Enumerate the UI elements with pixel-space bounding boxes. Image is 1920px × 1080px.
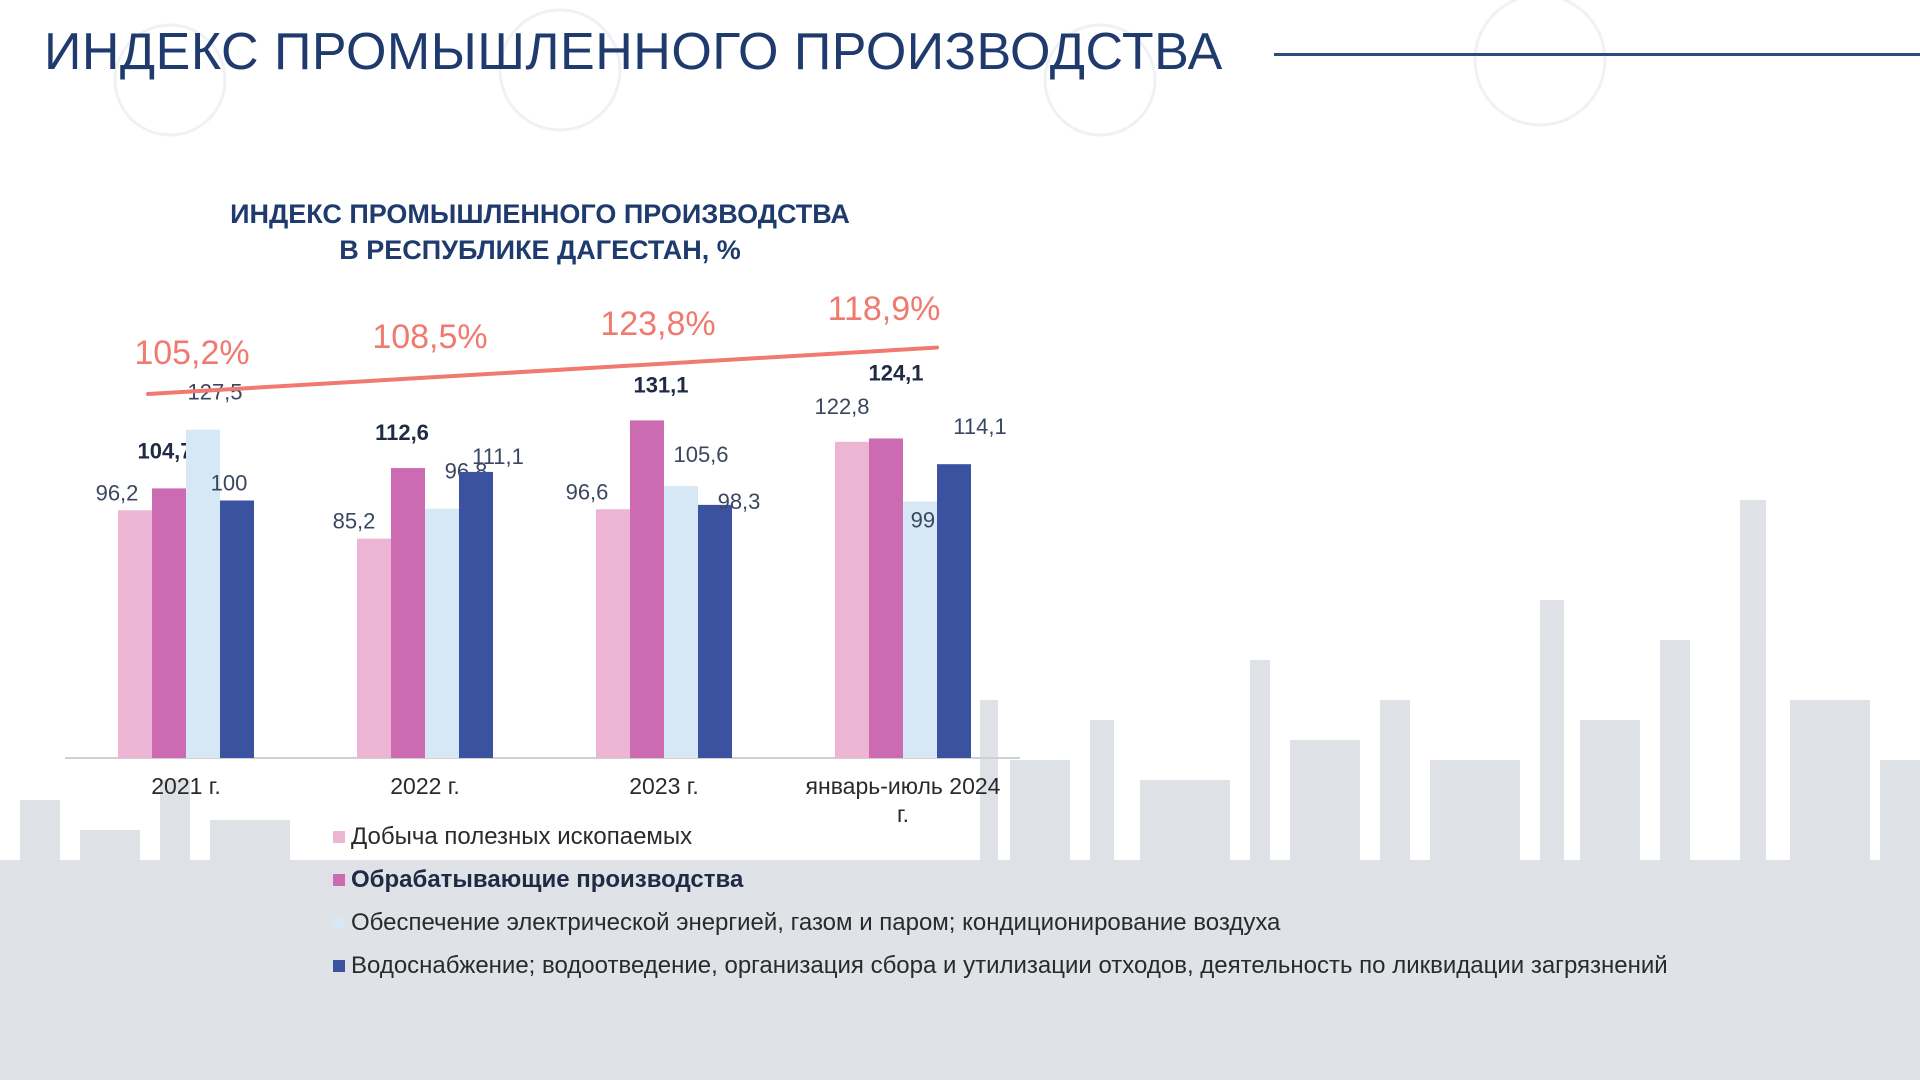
legend-label: Обрабатывающие производства — [351, 865, 744, 893]
overall-index-label: 123,8% — [600, 305, 715, 343]
legend-swatch — [333, 873, 345, 886]
bar — [459, 471, 493, 758]
data-label: 131,1 — [633, 372, 688, 397]
legend-swatch — [333, 830, 345, 843]
category-tick-label: январь-июль 2024 — [806, 773, 1001, 799]
legend-swatch — [333, 916, 345, 929]
bar — [664, 486, 698, 758]
category-tick-label: г. — [897, 801, 909, 827]
bar — [357, 538, 391, 758]
legend-label: Водоснабжение; водоотведение, организаци… — [351, 951, 1668, 979]
data-label: 98,3 — [718, 489, 761, 514]
data-label: 100 — [211, 471, 248, 496]
bar — [869, 438, 903, 758]
overall-index-trend-line — [146, 345, 939, 396]
bar — [186, 429, 220, 758]
overall-index-label: 118,9% — [828, 290, 941, 328]
data-label: 105,6 — [673, 442, 728, 467]
legend-item-manufacturing: Обрабатывающие производства — [333, 858, 1668, 901]
legend-item-energy: Обеспечение электрической энергией, газо… — [333, 901, 1668, 944]
data-label: 111,1 — [472, 444, 524, 469]
chart-title-line-1: ИНДЕКС ПРОМЫШЛЕННОГО ПРОИЗВОДСТВА — [230, 199, 850, 229]
overall-index-label: 105,2% — [134, 334, 249, 372]
data-label: 124,1 — [868, 360, 923, 385]
legend-item-water: Водоснабжение; водоотведение, организаци… — [333, 944, 1668, 987]
legend-item-mining: Добыча полезных ископаемых — [333, 815, 1668, 858]
bar — [118, 510, 152, 758]
data-label: 122,8 — [814, 394, 869, 419]
data-label: 114,1 — [953, 414, 1006, 439]
chart-title: ИНДЕКС ПРОМЫШЛЕННОГО ПРОИЗВОДСТВА В РЕСП… — [150, 196, 930, 268]
category-tick-label: 2021 г. — [151, 773, 221, 799]
chart-legend: Добыча полезных ископаемых Обрабатывающи… — [333, 815, 1668, 987]
bar — [596, 509, 630, 758]
legend-label: Обеспечение электрической энергией, газо… — [351, 908, 1281, 936]
bar — [391, 468, 425, 758]
title-divider — [1274, 53, 1920, 56]
category-tick-label: 2023 г. — [629, 773, 699, 799]
data-label: 96,6 — [566, 479, 609, 504]
bar — [698, 504, 732, 758]
category-tick-label: 2022 г. — [390, 773, 460, 799]
bar — [630, 420, 664, 758]
chart-title-line-2: В РЕСПУБЛИКЕ ДАГЕСТАН, % — [339, 235, 741, 265]
legend-label: Добыча полезных ископаемых — [351, 822, 693, 850]
overall-index-label: 108,5% — [372, 318, 487, 356]
data-label: 104,7 — [137, 438, 192, 463]
bar — [937, 464, 971, 758]
slide-title: ИНДЕКС ПРОМЫШЛЕННОГО ПРОИЗВОДСТВА — [44, 23, 1223, 81]
bar — [425, 508, 459, 758]
bar — [903, 501, 937, 758]
bar — [152, 488, 186, 758]
legend-swatch — [333, 959, 345, 972]
bar — [835, 441, 869, 758]
data-label: 85,2 — [333, 509, 376, 534]
bar — [220, 500, 254, 758]
data-label: 112,6 — [375, 420, 429, 445]
data-label: 96,2 — [96, 480, 139, 505]
